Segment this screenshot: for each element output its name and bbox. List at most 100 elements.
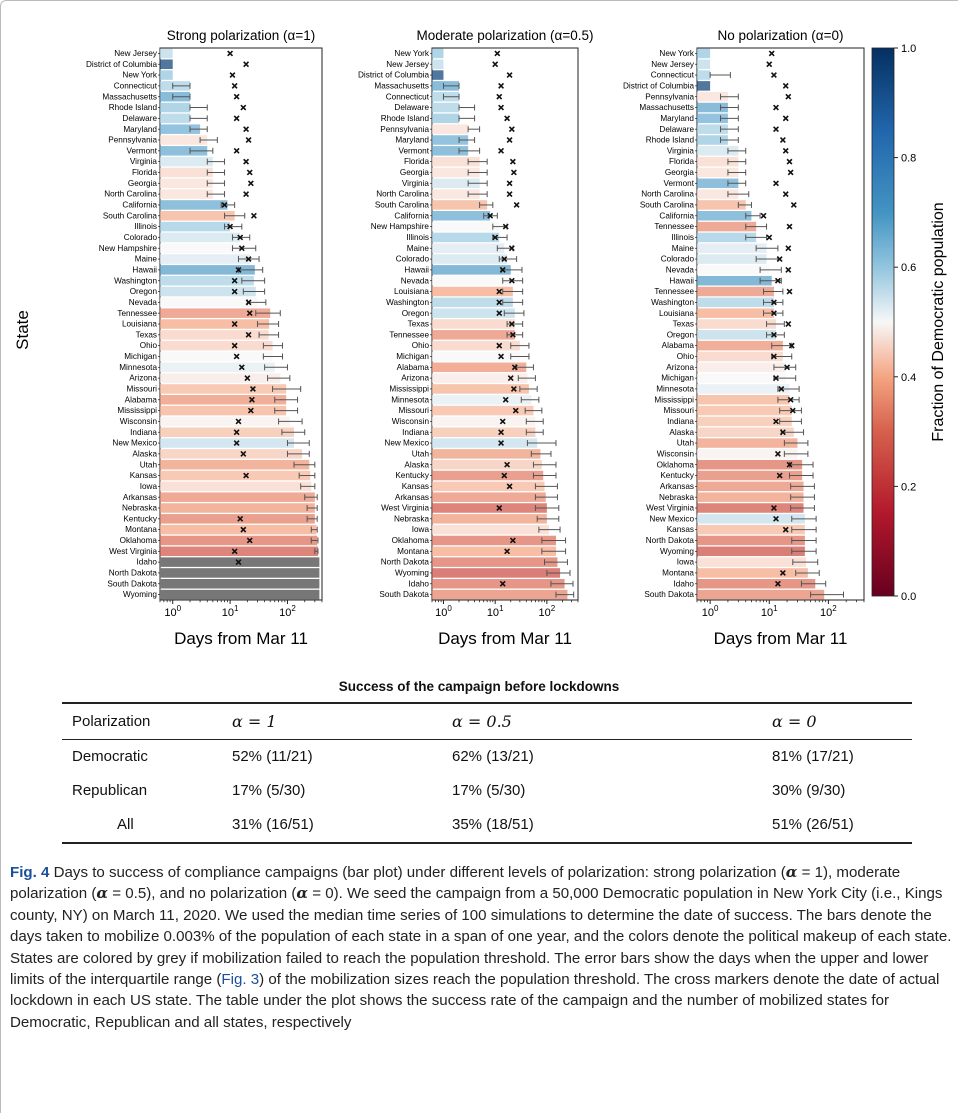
lockdown-marker <box>785 321 792 327</box>
caption-alpha: α <box>296 884 309 903</box>
lockdown-marker <box>786 158 793 165</box>
lockdown-marker <box>774 580 781 587</box>
lockdown-marker <box>231 82 238 89</box>
state-label: Michigan <box>124 352 157 361</box>
bar <box>697 427 794 437</box>
lockdown-marker <box>773 515 779 522</box>
lockdown-marker <box>243 472 250 479</box>
state-label: Maine <box>135 255 158 264</box>
success-table: Polarization α = 1 α = 0.5 α = 0 Democra… <box>62 702 912 844</box>
state-label: Texas <box>408 320 429 329</box>
state-label: Arizona <box>401 374 429 383</box>
state-label: District of Columbia <box>86 60 157 69</box>
lockdown-marker <box>510 169 517 176</box>
lockdown-marker <box>231 342 238 349</box>
bar <box>432 459 542 470</box>
x-axis-label: Days from Mar 11 <box>438 629 572 648</box>
bar <box>432 351 520 362</box>
state-label: Connecticut <box>386 92 430 101</box>
bar <box>432 535 556 546</box>
state-label: Illinois <box>134 222 157 231</box>
lockdown-marker <box>770 299 777 306</box>
bar <box>697 254 767 264</box>
bar <box>697 373 786 383</box>
bar <box>697 265 770 275</box>
bar <box>697 557 807 567</box>
state-label: District of Columbia <box>623 81 694 90</box>
bar <box>432 438 538 448</box>
state-label: New Mexico <box>649 514 694 523</box>
bar <box>432 427 536 437</box>
lockdown-marker <box>504 115 511 122</box>
lockdown-marker <box>788 342 795 349</box>
lockdown-marker <box>496 299 503 306</box>
state-label: Louisiana <box>659 309 694 318</box>
chart-panel: No polarization (α=0) New York New Jersey C… <box>623 28 865 648</box>
lockdown-marker <box>782 191 789 198</box>
state-label: Colorado <box>124 233 158 242</box>
lockdown-marker <box>247 407 254 414</box>
state-label: Illinois <box>406 233 429 242</box>
bar <box>432 405 534 416</box>
state-label: Idaho <box>409 579 430 588</box>
bar <box>432 211 491 221</box>
lockdown-marker <box>498 104 505 111</box>
table-cell: 52% (11/21) <box>232 748 313 765</box>
lockdown-marker <box>786 461 793 468</box>
bar <box>432 189 480 199</box>
bar <box>432 113 460 124</box>
caption-text: = 1), moderate polarization ( <box>10 864 901 903</box>
bar <box>160 200 228 210</box>
table-header-row: Polarization α = 1 α = 0.5 α = 0 <box>62 702 912 740</box>
bar <box>160 102 190 113</box>
table-row: Democratic 52% (11/21) 62% (13/21) 81% (… <box>62 740 912 775</box>
table-cell: Democratic <box>72 748 148 765</box>
x-tick-label: 102 <box>279 604 296 619</box>
state-label: New Hampshire <box>371 222 430 231</box>
x-axis-label: Days from Mar 11 <box>174 629 308 648</box>
bar <box>160 221 231 232</box>
bar <box>432 416 536 427</box>
lockdown-marker <box>235 559 242 566</box>
lockdown-marker <box>245 299 252 306</box>
lockdown-marker <box>513 201 520 208</box>
lockdown-marker <box>487 212 494 219</box>
table-cell: 51% (26/51) <box>762 808 912 844</box>
lockdown-marker <box>233 147 240 154</box>
state-label: South Dakota <box>644 590 694 599</box>
bar <box>697 113 728 124</box>
state-label: California <box>394 211 429 220</box>
state-label: New Hampshire <box>99 244 158 253</box>
bar <box>432 146 469 156</box>
lockdown-marker <box>496 93 503 100</box>
bar <box>160 232 241 243</box>
state-label: Missouri <box>399 406 430 415</box>
lockdown-marker <box>784 364 791 371</box>
state-label: Michigan <box>661 374 694 383</box>
lockdown-marker <box>499 580 506 587</box>
caption-text: = 0). We seed the campaign from a 50,000… <box>10 885 952 989</box>
bar <box>160 535 318 546</box>
table-cell: 31% (16/51) <box>222 808 442 844</box>
lockdown-marker <box>246 310 253 317</box>
state-label: Washington <box>651 298 694 307</box>
figure-reference-link[interactable]: Fig. 3 <box>221 971 260 989</box>
state-label: New York <box>122 71 157 80</box>
state-label: Delaware <box>394 103 429 112</box>
bar <box>697 405 792 416</box>
lockdown-marker <box>498 147 505 154</box>
bar <box>697 189 739 199</box>
state-label: Oregon <box>667 330 695 339</box>
bar <box>160 146 208 156</box>
bar <box>432 524 550 535</box>
state-label: South Carolina <box>375 201 430 210</box>
lockdown-marker <box>774 450 781 457</box>
bar <box>697 146 739 156</box>
bar <box>432 135 469 145</box>
bar <box>160 503 315 513</box>
lockdown-marker <box>492 234 499 241</box>
bar <box>160 427 294 437</box>
bar <box>432 275 512 286</box>
lockdown-marker <box>238 245 245 252</box>
